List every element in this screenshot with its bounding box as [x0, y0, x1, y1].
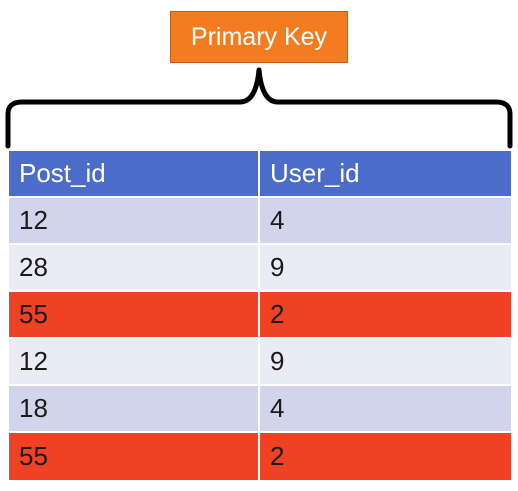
- header-post-id: Post_id: [9, 151, 260, 196]
- user-id-cell: 4: [260, 386, 511, 431]
- post-id-cell: 18: [9, 386, 260, 431]
- post-id-cell: 12: [9, 198, 260, 243]
- table-row: 12 4: [9, 198, 511, 245]
- user-id-cell: 2: [260, 292, 511, 337]
- post-id-cell: 55: [9, 433, 260, 480]
- user-id-cell: 9: [260, 245, 511, 290]
- table-row: 18 4: [9, 386, 511, 433]
- table-row-highlighted: 55 2: [9, 292, 511, 339]
- table-row-highlighted: 55 2: [9, 433, 511, 480]
- primary-key-label: Primary Key: [170, 11, 348, 63]
- post-id-cell: 28: [9, 245, 260, 290]
- table-row: 28 9: [9, 245, 511, 292]
- table-row: 12 9: [9, 339, 511, 386]
- user-id-cell: 9: [260, 339, 511, 384]
- header-user-id: User_id: [260, 151, 511, 196]
- post-id-cell: 12: [9, 339, 260, 384]
- post-id-cell: 55: [9, 292, 260, 337]
- user-id-cell: 2: [260, 433, 511, 480]
- curly-brace: [5, 67, 513, 149]
- table-header-row: Post_id User_id: [9, 151, 511, 198]
- user-id-cell: 4: [260, 198, 511, 243]
- post-user-table: Post_id User_id 12 4 28 9 55 2 12 9 18 4…: [9, 151, 511, 480]
